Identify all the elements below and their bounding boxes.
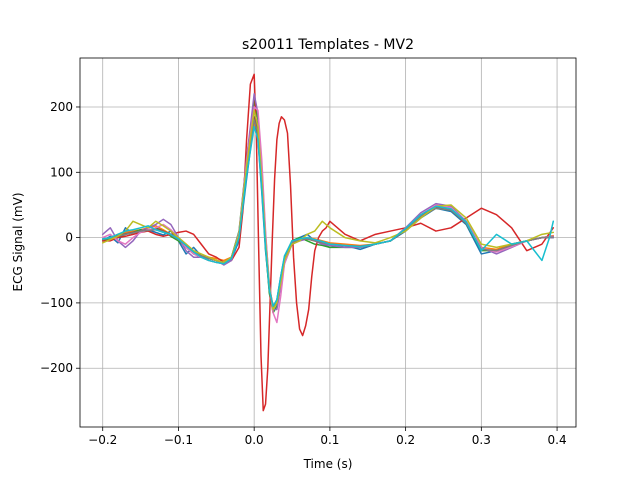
y-axis: −200 −100 0 100 200: [40, 100, 80, 375]
y-axis-label: ECG Signal (mV): [11, 192, 25, 291]
x-tick-label: 0.1: [320, 433, 339, 447]
series-line-6: [101, 116, 555, 309]
series-line-10: [101, 125, 555, 307]
x-tick-label: 0.3: [472, 433, 491, 447]
x-tick-label: 0.0: [245, 433, 264, 447]
chart-title: s20011 Templates - MV2: [242, 37, 414, 53]
series-line-7: [101, 106, 555, 324]
x-tick-label: −0.1: [164, 433, 193, 447]
y-tick-label: 200: [50, 100, 73, 114]
x-tick-label: −0.2: [88, 433, 117, 447]
y-tick-label: 100: [50, 165, 73, 179]
series-line-8: [101, 119, 555, 307]
x-axis-label: Time (s): [303, 457, 353, 471]
x-tick-label: 0.4: [548, 433, 567, 447]
series-line-5: [101, 93, 555, 311]
series-line-1: [101, 119, 555, 311]
series-line-4: [101, 73, 555, 412]
y-tick-label: 0: [65, 231, 73, 245]
plot-area: [101, 73, 555, 412]
series-line-2: [101, 122, 555, 307]
x-tick-label: 0.2: [396, 433, 415, 447]
y-tick-label: −200: [40, 361, 73, 375]
axes-frame: [79, 57, 577, 428]
y-tick-label: −100: [40, 296, 73, 310]
x-axis: −0.2 −0.1 0.0 0.1 0.2 0.3 0.4: [88, 427, 567, 447]
series-line-3: [101, 99, 555, 314]
